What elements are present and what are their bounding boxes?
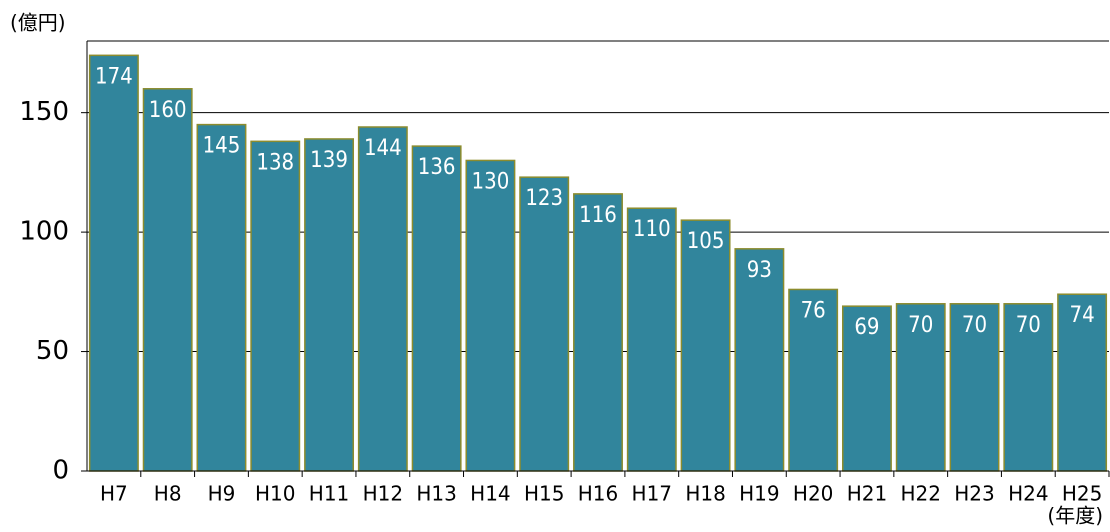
bar (680, 219, 731, 472)
x-tick-label: H11 (309, 482, 350, 506)
x-tick-label: H20 (793, 482, 834, 506)
data-label: 138 (256, 150, 294, 175)
data-label: 136 (418, 155, 456, 180)
x-tick-label: H7 (100, 482, 128, 506)
data-label: 116 (579, 203, 617, 228)
x-tick-label: H25 (1062, 482, 1103, 506)
data-label: 74 (1070, 303, 1095, 328)
y-tick-label: 150 (19, 97, 69, 127)
data-label: 144 (364, 136, 402, 161)
x-tick-label: H15 (524, 482, 565, 506)
data-label: 110 (633, 217, 671, 242)
data-label: 105 (687, 229, 725, 254)
y-tick-label: 100 (19, 217, 69, 247)
bar (626, 207, 677, 472)
x-tick-label: H16 (578, 482, 619, 506)
data-label: 76 (801, 298, 826, 323)
data-label: 93 (747, 258, 772, 283)
bar (88, 54, 139, 472)
data-label: 139 (310, 148, 348, 173)
x-tick-label: H17 (632, 482, 673, 506)
x-tick-label: H9 (208, 482, 236, 506)
y-axis-label: (億円) (10, 11, 66, 35)
x-tick-label: H21 (847, 482, 888, 506)
data-label: 123 (525, 186, 563, 211)
data-label: 70 (908, 313, 933, 338)
bar (895, 303, 946, 472)
x-tick-label: H14 (470, 482, 511, 506)
x-tick-label: H19 (739, 482, 780, 506)
data-label: 130 (472, 169, 510, 194)
x-tick-label: H22 (900, 482, 941, 506)
bar (788, 288, 839, 472)
data-label: 69 (854, 315, 879, 340)
y-tick-label: 0 (52, 456, 69, 486)
x-tick-label: H13 (416, 482, 457, 506)
data-label: 70 (962, 313, 987, 338)
x-tick-label: H10 (255, 482, 296, 506)
data-label: 145 (203, 134, 241, 159)
bar (734, 248, 785, 472)
x-tick-label: H23 (954, 482, 995, 506)
x-tick-label: H12 (363, 482, 404, 506)
bar (1003, 303, 1054, 472)
bar (1057, 293, 1108, 472)
data-label: 70 (1016, 313, 1041, 338)
x-tick-label: H18 (685, 482, 726, 506)
data-label: 174 (95, 64, 133, 89)
bar (949, 303, 1000, 472)
bar (304, 138, 355, 472)
bar (411, 145, 462, 472)
y-tick-label: 50 (36, 336, 69, 366)
bar (142, 88, 193, 472)
x-tick-label: H8 (154, 482, 182, 506)
data-label: 160 (149, 98, 187, 123)
bar (519, 176, 570, 472)
bar (357, 126, 408, 472)
bar (573, 193, 623, 472)
x-tick-label: H24 (1008, 482, 1049, 506)
bar (250, 140, 301, 472)
bar (465, 159, 516, 472)
x-axis-label: (年度) (1047, 504, 1103, 528)
bar (196, 123, 247, 472)
